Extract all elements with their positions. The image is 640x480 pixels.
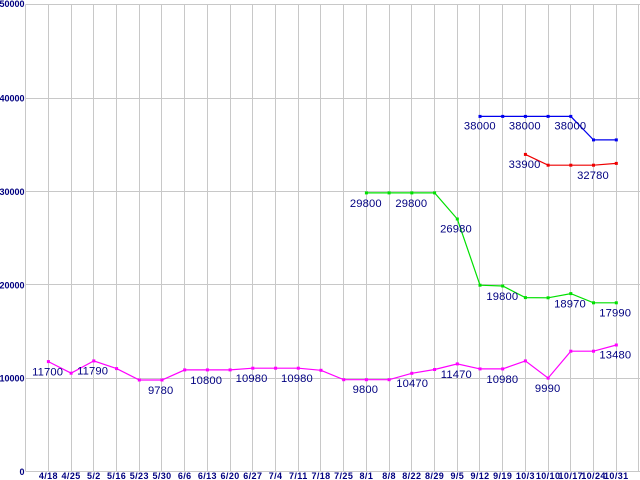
svg-text:10000: 10000 — [0, 374, 25, 384]
svg-text:6/13: 6/13 — [198, 471, 217, 480]
svg-text:19800: 19800 — [486, 291, 518, 303]
svg-text:10800: 10800 — [190, 375, 222, 387]
svg-text:50000: 50000 — [0, 0, 25, 9]
svg-text:5/16: 5/16 — [107, 471, 126, 480]
svg-text:10980: 10980 — [281, 373, 313, 385]
svg-text:29800: 29800 — [395, 198, 427, 210]
svg-text:7/4: 7/4 — [269, 471, 283, 480]
svg-text:10/10: 10/10 — [536, 471, 561, 480]
svg-text:13480: 13480 — [599, 350, 631, 362]
svg-text:18970: 18970 — [554, 299, 586, 311]
svg-text:6/20: 6/20 — [221, 471, 240, 480]
svg-text:20000: 20000 — [0, 280, 25, 290]
svg-text:10980: 10980 — [236, 373, 268, 385]
svg-text:10470: 10470 — [396, 378, 428, 390]
svg-text:10/3: 10/3 — [516, 471, 535, 480]
svg-text:11470: 11470 — [441, 369, 472, 381]
svg-text:0: 0 — [19, 467, 24, 477]
svg-text:38000: 38000 — [509, 121, 541, 133]
svg-text:9/19: 9/19 — [493, 471, 512, 480]
svg-text:38000: 38000 — [554, 121, 586, 133]
svg-text:6/6: 6/6 — [178, 471, 192, 480]
svg-text:8/22: 8/22 — [402, 471, 421, 480]
svg-text:11790: 11790 — [77, 366, 108, 378]
svg-text:6/27: 6/27 — [243, 471, 262, 480]
svg-text:8/29: 8/29 — [425, 471, 444, 480]
svg-text:7/11: 7/11 — [289, 471, 308, 480]
svg-text:9780: 9780 — [148, 385, 174, 397]
svg-text:7/18: 7/18 — [311, 471, 330, 480]
svg-text:32780: 32780 — [577, 170, 609, 182]
svg-text:10/17: 10/17 — [559, 471, 584, 480]
svg-text:40000: 40000 — [0, 94, 25, 104]
svg-text:8/1: 8/1 — [360, 471, 374, 480]
svg-text:26980: 26980 — [440, 224, 472, 236]
svg-text:9800: 9800 — [353, 384, 379, 396]
svg-text:30000: 30000 — [0, 187, 25, 197]
svg-text:29800: 29800 — [350, 198, 382, 210]
svg-text:5/2: 5/2 — [87, 471, 101, 480]
svg-text:11700: 11700 — [32, 367, 63, 379]
svg-text:33900: 33900 — [509, 159, 541, 171]
svg-text:10980: 10980 — [486, 374, 518, 386]
svg-text:5/30: 5/30 — [152, 471, 171, 480]
svg-text:9/5: 9/5 — [450, 471, 464, 480]
svg-text:9990: 9990 — [535, 383, 561, 395]
svg-text:9/12: 9/12 — [470, 471, 489, 480]
svg-text:17990: 17990 — [599, 308, 631, 320]
svg-text:10/31: 10/31 — [604, 471, 629, 480]
svg-text:10/24: 10/24 — [581, 471, 606, 480]
svg-text:38000: 38000 — [464, 121, 496, 133]
svg-text:8/8: 8/8 — [382, 471, 396, 480]
svg-text:4/25: 4/25 — [62, 471, 81, 480]
svg-text:4/18: 4/18 — [39, 471, 58, 480]
svg-text:7/25: 7/25 — [334, 471, 353, 480]
svg-text:5/23: 5/23 — [130, 471, 149, 480]
